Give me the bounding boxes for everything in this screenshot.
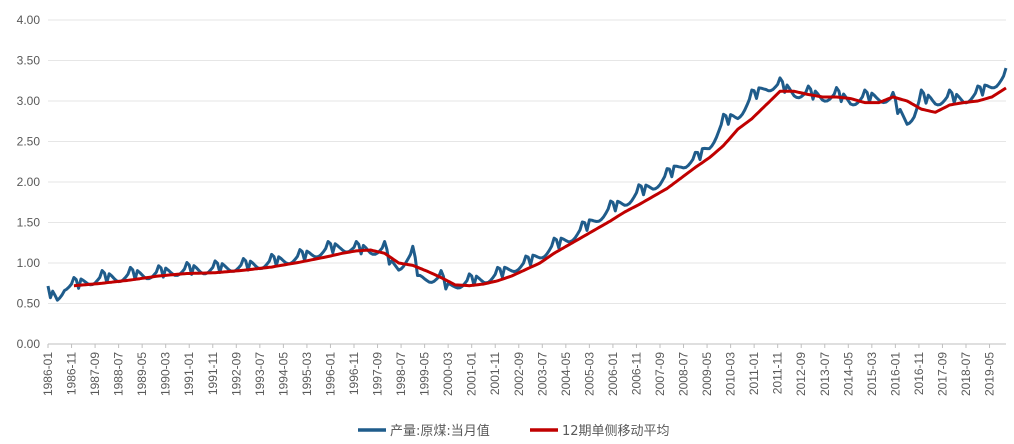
- y-tick-label: 3.50: [17, 54, 41, 68]
- x-axis: 1986-01 1986-11 1987-09 1988-07 1989-05 1990-…: [41, 344, 997, 396]
- x-tick-label: 2012-09: [794, 352, 808, 396]
- gridlines: [48, 19, 1006, 345]
- x-tick-label: 1999-05: [418, 352, 432, 396]
- x-tick-label: 2011-01: [747, 352, 761, 395]
- x-tick-label: 2006-01: [606, 352, 620, 396]
- y-tick-label: 0.00: [17, 337, 41, 351]
- y-tick-label: 1.50: [17, 216, 41, 230]
- x-tick-label: 2016-01: [888, 352, 902, 396]
- y-tick-label: 1.00: [17, 256, 41, 270]
- y-tick-label: 2.00: [17, 175, 41, 189]
- x-tick-label: 1990-03: [159, 352, 173, 396]
- x-tick-label: 2017-09: [935, 352, 949, 396]
- y-tick-label: 3.00: [17, 94, 41, 108]
- x-tick-label: 2016-11: [912, 352, 926, 395]
- x-tick-label: 1991-11: [206, 352, 220, 395]
- x-tick-label: 1997-09: [371, 352, 385, 396]
- y-tick-label: 0.50: [17, 297, 41, 311]
- x-tick-label: 2014-05: [841, 352, 855, 396]
- x-tick-label: 1998-07: [394, 352, 408, 396]
- x-tick-label: 2013-07: [818, 352, 832, 396]
- x-tick-label: 1996-01: [323, 352, 337, 396]
- x-tick-label: 1992-09: [229, 352, 243, 396]
- x-tick-label: 2019-05: [983, 352, 997, 396]
- x-tick-label: 2007-09: [653, 352, 667, 396]
- x-tick-label: 1995-03: [300, 352, 314, 396]
- x-tick-label: 2015-03: [865, 352, 879, 396]
- x-tick-label: 1996-11: [347, 352, 361, 395]
- legend-label-moving-average: 12期单侧移动平均: [562, 424, 670, 439]
- x-tick-label: 2003-07: [535, 352, 549, 396]
- x-tick-label: 2011-11: [771, 352, 785, 395]
- series-lines: [46, 67, 1008, 302]
- x-tick-label: 2009-05: [700, 352, 714, 396]
- x-tick-label: 2001-01: [465, 352, 479, 396]
- x-tick-label: 2005-03: [582, 352, 596, 396]
- x-tick-label: 2008-07: [677, 352, 691, 396]
- x-tick-label: 1989-05: [135, 352, 149, 396]
- x-tick-label: 2006-11: [629, 352, 643, 395]
- x-tick-label: 1993-07: [253, 352, 267, 396]
- x-tick-label: 1991-01: [182, 352, 196, 396]
- legend: 产量:原煤:当月值 12期单侧移动平均: [358, 423, 670, 439]
- x-tick-label: 2001-11: [488, 352, 502, 395]
- x-tick-label: 2010-03: [724, 352, 738, 396]
- x-tick-label: 2002-09: [512, 352, 526, 396]
- series-line-moving-average: [73, 86, 1007, 288]
- legend-label-coal-output: 产量:原煤:当月值: [390, 423, 490, 439]
- x-tick-label: 1987-09: [88, 352, 102, 396]
- x-tick-label: 2018-07: [959, 352, 973, 396]
- y-tick-label: 4.00: [17, 13, 41, 27]
- x-tick-label: 2004-05: [559, 352, 573, 396]
- x-tick-label: 1986-11: [65, 352, 79, 395]
- y-axis: 0.00 0.50 1.00 1.50 2.00 2.50 3.00 3.50 4.00: [17, 13, 41, 351]
- x-tick-label: 2000-03: [441, 352, 455, 396]
- x-tick-label: 1986-01: [41, 352, 55, 396]
- x-tick-label: 1988-07: [112, 352, 126, 396]
- x-tick-label: 1994-05: [276, 352, 290, 396]
- y-tick-label: 2.50: [17, 135, 41, 149]
